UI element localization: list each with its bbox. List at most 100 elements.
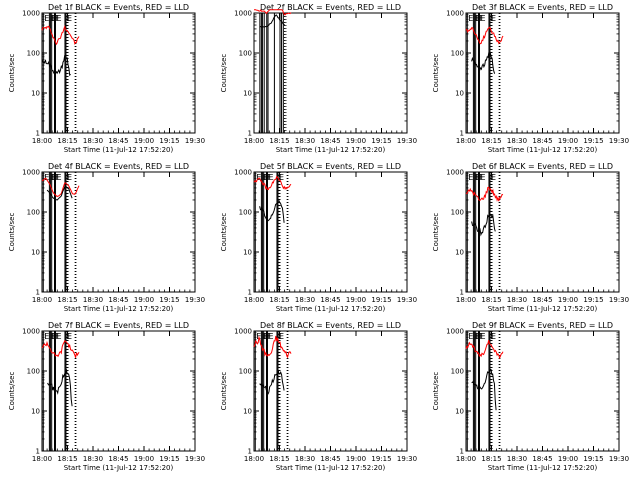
- y-axis-label: Counts/sec: [220, 54, 228, 93]
- events-series-line: [259, 14, 285, 28]
- x-tick-label: 18:30: [507, 455, 527, 463]
- time-marker-flag: E: [57, 332, 62, 341]
- time-marker-flag: E: [269, 332, 274, 341]
- time-marker-flag: F: [55, 14, 60, 23]
- x-tick-label: 18:45: [532, 455, 552, 463]
- x-tick-label: 18:30: [507, 296, 527, 304]
- time-marker-flag: E: [66, 332, 71, 341]
- y-axis-label: Counts/sec: [220, 213, 228, 252]
- y-axis-label: Counts/sec: [432, 372, 440, 411]
- plot-frame: [253, 12, 408, 134]
- x-tick-label: 18:15: [481, 455, 501, 463]
- x-axis-label: Start Time (11-Jul-12 17:52:20): [276, 464, 386, 472]
- x-tick-label: 19:00: [134, 296, 154, 304]
- y-tick-label: 1: [460, 289, 464, 297]
- time-marker-flag: E: [491, 173, 496, 182]
- time-marker-flag: E: [66, 14, 71, 23]
- x-tick-label: 19:15: [583, 137, 603, 145]
- x-tick-label: 18:15: [269, 296, 289, 304]
- detector-panel-3: Det 3f BLACK = Events, RED = LLD 1 10 100 10…: [432, 3, 629, 154]
- time-marker-flag: E: [491, 332, 496, 341]
- events-series-line: [46, 185, 73, 201]
- x-tick-label: 18:00: [244, 296, 264, 304]
- panel-title: Det 5f BLACK = Events, RED = LLD: [260, 162, 401, 171]
- lld-series-line: [465, 186, 504, 202]
- lld-series-line: [465, 26, 504, 45]
- time-marker-flag: F: [475, 173, 480, 182]
- x-tick-label: 18:30: [83, 296, 103, 304]
- x-tick-label: 19:30: [609, 455, 629, 463]
- detector-panel-8: Det 8f BLACK = Events, RED = LLD 1 10 100 10…: [220, 321, 417, 472]
- y-tick-label: 100: [451, 209, 464, 217]
- time-marker-flag: E: [67, 14, 72, 23]
- x-tick-label: 18:00: [456, 137, 476, 145]
- panel-title: Det 4f BLACK = Events, RED = LLD: [48, 162, 189, 171]
- panel-title: Det 1f BLACK = Events, RED = LLD: [48, 3, 189, 12]
- time-marker-flag: F: [51, 173, 56, 182]
- x-axis-label: Start Time (11-Jul-12 17:52:20): [64, 464, 174, 472]
- time-marker-flag: F: [475, 14, 480, 23]
- y-tick-label: 1000: [234, 10, 252, 18]
- panel-title: Det 6f BLACK = Events, RED = LLD: [472, 162, 613, 171]
- time-marker-flag: F: [479, 173, 484, 182]
- x-tick-label: 18:45: [320, 455, 340, 463]
- time-marker-flag: E: [490, 14, 495, 23]
- detector-panel-5: Det 5f BLACK = Events, RED = LLD 1 10 100 10…: [220, 162, 417, 313]
- x-axis-label: Start Time (11-Jul-12 17:52:20): [276, 146, 386, 154]
- y-tick-label: 1000: [234, 328, 252, 336]
- time-marker-flag: F: [51, 14, 56, 23]
- y-tick-label: 10: [455, 90, 464, 98]
- x-tick-label: 19:00: [558, 137, 578, 145]
- lld-series-line: [41, 25, 80, 46]
- x-tick-label: 19:30: [397, 455, 417, 463]
- events-series-line: [471, 211, 496, 237]
- y-tick-label: 1: [248, 130, 252, 138]
- panel-title: Det 8f BLACK = Events, RED = LLD: [260, 321, 401, 330]
- time-marker-flag: F: [267, 173, 272, 182]
- time-marker-flag: E: [491, 14, 496, 23]
- x-tick-label: 18:30: [295, 455, 315, 463]
- panel-title: Det 3f BLACK = Events, RED = LLD: [472, 3, 613, 12]
- detector-panel-1: Det 1f BLACK = Events, RED = LLD 1 10 100 10…: [8, 3, 205, 154]
- y-tick-label: 100: [451, 50, 464, 58]
- time-marker-flag: E: [66, 173, 71, 182]
- time-marker-flag: F: [55, 173, 60, 182]
- x-tick-label: 18:45: [532, 137, 552, 145]
- x-tick-label: 19:00: [346, 455, 366, 463]
- x-tick-label: 18:00: [244, 455, 264, 463]
- time-marker-flag: E: [262, 332, 267, 341]
- panel-title: Det 2f BLACK = Events, RED = LLD: [260, 3, 401, 12]
- y-tick-label: 100: [239, 368, 252, 376]
- y-tick-label: 100: [239, 209, 252, 217]
- x-axis-label: Start Time (11-Jul-12 17:52:20): [276, 305, 386, 313]
- x-tick-label: 19:00: [558, 455, 578, 463]
- time-marker-flag: F: [263, 332, 268, 341]
- x-tick-label: 18:15: [481, 296, 501, 304]
- y-tick-label: 1: [36, 130, 40, 138]
- time-marker-flag: E: [269, 173, 274, 182]
- lld-series-line: [254, 9, 292, 16]
- y-tick-label: 100: [451, 368, 464, 376]
- y-axis-label: Counts/sec: [8, 213, 16, 252]
- time-marker-flag: F: [51, 332, 56, 341]
- time-marker-flag: E: [67, 173, 72, 182]
- time-marker-flag: E: [57, 173, 62, 182]
- y-tick-label: 1000: [22, 328, 40, 336]
- y-axis-label: Counts/sec: [220, 372, 228, 411]
- time-marker-flag: E: [44, 173, 49, 182]
- x-tick-label: 18:45: [320, 296, 340, 304]
- lld-series-line: [253, 335, 292, 359]
- detector-panel-2: Det 2f BLACK = Events, RED = LLD 1 10 100 10…: [220, 3, 417, 154]
- y-tick-label: 10: [243, 408, 252, 416]
- x-tick-label: 19:15: [371, 455, 391, 463]
- panel-title: Det 7f BLACK = Events, RED = LLD: [48, 321, 189, 330]
- x-tick-label: 19:00: [346, 296, 366, 304]
- y-tick-label: 1: [248, 289, 252, 297]
- y-tick-label: 10: [455, 408, 464, 416]
- events-series-line: [41, 54, 71, 77]
- x-tick-label: 19:00: [346, 137, 366, 145]
- x-tick-label: 18:45: [108, 137, 128, 145]
- x-tick-label: 18:45: [108, 455, 128, 463]
- time-marker-flag: F: [263, 173, 268, 182]
- time-marker-flag: F: [475, 332, 480, 341]
